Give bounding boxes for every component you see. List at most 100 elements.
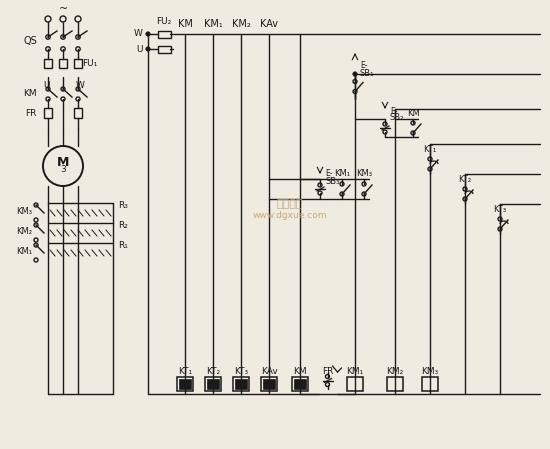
- Text: SB₁: SB₁: [360, 69, 375, 78]
- Text: R₁: R₁: [118, 242, 128, 251]
- Circle shape: [498, 217, 502, 221]
- Circle shape: [46, 47, 50, 51]
- Circle shape: [383, 122, 387, 126]
- Text: SB₂: SB₂: [390, 114, 404, 123]
- Circle shape: [353, 72, 357, 76]
- Text: KM₂: KM₂: [386, 367, 404, 377]
- Bar: [179, 379, 191, 389]
- Circle shape: [46, 97, 50, 101]
- Text: KT₁: KT₁: [178, 367, 192, 377]
- Bar: [157, 45, 170, 53]
- Bar: [422, 377, 438, 391]
- Text: KT₃: KT₃: [493, 204, 507, 214]
- Circle shape: [61, 97, 65, 101]
- Circle shape: [61, 87, 65, 91]
- Bar: [387, 377, 403, 391]
- Circle shape: [46, 35, 50, 39]
- Circle shape: [383, 130, 387, 134]
- Text: E-: E-: [360, 62, 367, 70]
- Circle shape: [428, 157, 432, 161]
- Circle shape: [34, 223, 38, 227]
- Text: E-: E-: [390, 106, 398, 115]
- Circle shape: [76, 47, 80, 51]
- Bar: [44, 59, 52, 68]
- Bar: [74, 59, 82, 68]
- Circle shape: [326, 383, 329, 387]
- Text: KM₂: KM₂: [16, 228, 32, 237]
- Circle shape: [362, 182, 366, 186]
- Circle shape: [46, 87, 50, 91]
- Text: 电工学网: 电工学网: [277, 199, 303, 209]
- Text: KT₁: KT₁: [424, 145, 437, 154]
- Bar: [235, 379, 247, 389]
- Text: U: U: [43, 82, 50, 91]
- Circle shape: [463, 187, 467, 191]
- Circle shape: [362, 192, 366, 196]
- Circle shape: [76, 87, 80, 91]
- Text: KM₂: KM₂: [232, 19, 250, 29]
- Bar: [294, 379, 306, 389]
- Text: R₂: R₂: [118, 221, 128, 230]
- Text: FU₂: FU₂: [156, 18, 172, 26]
- Circle shape: [326, 374, 329, 379]
- Bar: [177, 377, 193, 391]
- Bar: [347, 377, 363, 391]
- Circle shape: [340, 182, 344, 186]
- Text: SB₃: SB₃: [325, 176, 339, 185]
- Text: FR: FR: [26, 109, 37, 118]
- Circle shape: [411, 131, 415, 135]
- Text: FU₁: FU₁: [82, 58, 97, 67]
- Bar: [292, 377, 308, 391]
- Text: KM₁: KM₁: [16, 247, 32, 256]
- Text: M: M: [57, 155, 69, 168]
- Text: KT₂: KT₂: [206, 367, 220, 377]
- Circle shape: [34, 243, 38, 247]
- Text: R₃: R₃: [118, 202, 128, 211]
- Text: FR: FR: [322, 366, 333, 375]
- Text: 3: 3: [60, 166, 66, 175]
- Circle shape: [428, 167, 432, 171]
- Circle shape: [45, 16, 51, 22]
- Circle shape: [34, 203, 38, 207]
- Text: KM: KM: [178, 19, 192, 29]
- Text: QS: QS: [23, 36, 37, 46]
- Bar: [207, 379, 219, 389]
- Text: KM: KM: [23, 89, 37, 98]
- Circle shape: [146, 47, 150, 51]
- Text: KM: KM: [293, 367, 307, 377]
- Circle shape: [318, 183, 322, 187]
- Circle shape: [43, 146, 83, 186]
- Circle shape: [318, 191, 322, 195]
- Bar: [233, 377, 249, 391]
- Text: ~: ~: [58, 4, 68, 14]
- Text: KT₃: KT₃: [234, 367, 248, 377]
- Circle shape: [34, 218, 38, 222]
- Circle shape: [353, 79, 357, 84]
- Bar: [59, 59, 67, 68]
- Text: www.dgxue.com: www.dgxue.com: [253, 211, 327, 220]
- Bar: [205, 377, 221, 391]
- Circle shape: [146, 32, 150, 36]
- Circle shape: [60, 16, 66, 22]
- Bar: [263, 379, 275, 389]
- Text: U: U: [136, 44, 143, 53]
- Bar: [74, 108, 82, 118]
- Circle shape: [61, 47, 65, 51]
- Circle shape: [34, 238, 38, 242]
- Circle shape: [353, 89, 357, 93]
- Text: KM₁: KM₁: [346, 367, 364, 377]
- Bar: [157, 31, 170, 38]
- Circle shape: [340, 192, 344, 196]
- Text: KM₁: KM₁: [334, 170, 350, 179]
- Circle shape: [498, 227, 502, 231]
- Text: KAv: KAv: [261, 367, 277, 377]
- Circle shape: [34, 258, 38, 262]
- Text: KM₁: KM₁: [204, 19, 222, 29]
- Text: KAv: KAv: [260, 19, 278, 29]
- Circle shape: [61, 35, 65, 39]
- Text: KM₃: KM₃: [356, 170, 372, 179]
- Circle shape: [463, 197, 467, 201]
- Text: KT₂: KT₂: [459, 175, 471, 184]
- Text: KM₃: KM₃: [16, 207, 32, 216]
- Circle shape: [75, 16, 81, 22]
